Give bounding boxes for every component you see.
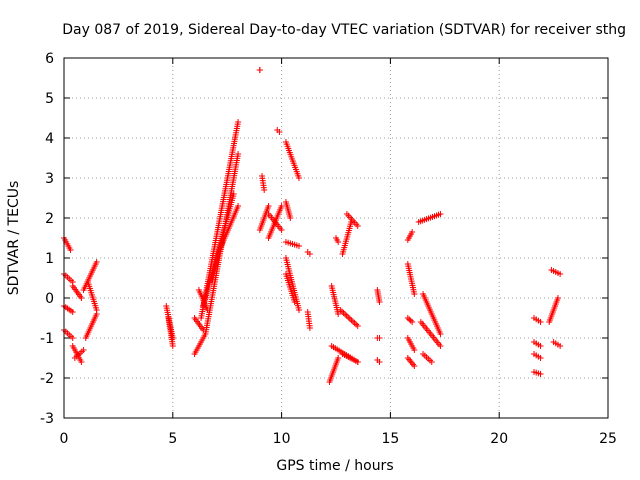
data-point <box>69 309 76 315</box>
y-tick-label: -1 <box>40 331 54 347</box>
data-point <box>335 239 342 245</box>
data-point <box>437 211 444 217</box>
data-point <box>296 307 303 313</box>
data-point <box>93 259 100 265</box>
data-point <box>376 299 383 305</box>
data-point <box>406 316 413 323</box>
data-point <box>354 359 361 365</box>
data-point <box>169 343 176 349</box>
data-point <box>78 359 85 365</box>
data-point <box>306 325 313 331</box>
data-point <box>376 335 383 341</box>
chart-title: Day 087 of 2019, Sidereal Day-to-day VTE… <box>62 22 626 38</box>
data-point <box>350 318 357 325</box>
data-point <box>411 347 418 353</box>
data-point <box>411 291 418 297</box>
data-point <box>407 317 414 324</box>
data-point <box>343 312 350 319</box>
x-tick-label: 20 <box>490 431 508 447</box>
grid-lines <box>64 58 608 418</box>
data-point <box>554 295 561 301</box>
x-axis-label: GPS time / hours <box>276 458 393 474</box>
data-point <box>342 311 349 318</box>
data-point <box>287 215 294 221</box>
data-point <box>276 129 283 135</box>
data-point <box>80 347 87 353</box>
y-tick-label: 2 <box>45 211 54 227</box>
data-point <box>351 320 358 327</box>
data-point <box>67 247 74 253</box>
data-point <box>265 203 272 209</box>
data-point <box>348 317 355 324</box>
data-point <box>437 343 444 349</box>
data-point <box>376 359 383 365</box>
data-point <box>93 307 100 313</box>
y-axis-label: SDTVAR / TECUs <box>6 181 22 296</box>
x-tick-label: 0 <box>60 431 69 447</box>
y-tick-label: 4 <box>45 131 54 147</box>
data-point <box>411 363 418 369</box>
data-point <box>235 203 242 209</box>
data-points <box>61 67 564 385</box>
data-point <box>557 343 564 349</box>
y-tick-label: -3 <box>40 411 54 427</box>
data-point <box>353 321 360 328</box>
data-point <box>230 191 237 197</box>
data-point <box>409 319 416 325</box>
data-point <box>296 243 303 249</box>
axis-ticks: -3 -2 -1 0 1 2 3 4 5 6 0 5 10 15 20 25 <box>40 51 617 447</box>
data-point <box>557 271 564 277</box>
data-point <box>346 315 353 322</box>
data-point <box>335 311 342 317</box>
data-point <box>537 319 544 325</box>
x-tick-label: 10 <box>273 431 291 447</box>
data-point <box>537 343 544 349</box>
data-point <box>256 67 263 73</box>
y-tick-label: 5 <box>45 91 54 107</box>
data-point <box>78 295 85 301</box>
y-tick-label: -2 <box>40 371 54 387</box>
data-point <box>428 359 435 365</box>
data-point <box>235 119 242 125</box>
data-point <box>306 251 313 257</box>
data-point <box>537 371 544 377</box>
data-point <box>437 331 444 337</box>
x-tick-label: 25 <box>599 431 617 447</box>
plot-frame <box>63 57 609 419</box>
data-point <box>345 314 352 321</box>
data-point <box>354 323 361 329</box>
x-tick-label: 15 <box>381 431 399 447</box>
data-point <box>409 229 416 235</box>
data-point <box>404 315 411 321</box>
data-point <box>335 355 342 361</box>
x-tick-label: 5 <box>168 431 177 447</box>
data-point <box>278 203 285 209</box>
data-point <box>291 299 298 305</box>
y-tick-label: 6 <box>45 51 54 67</box>
y-tick-label: 3 <box>45 171 54 187</box>
data-point <box>296 175 303 181</box>
data-point <box>235 151 242 157</box>
data-point <box>537 355 544 361</box>
data-point <box>69 335 76 341</box>
data-point <box>278 227 285 233</box>
y-tick-label: 1 <box>45 251 54 267</box>
data-point <box>261 187 268 193</box>
data-point <box>222 223 229 229</box>
y-tick-label: 0 <box>45 291 54 307</box>
data-point <box>340 309 347 316</box>
data-point <box>354 223 361 229</box>
